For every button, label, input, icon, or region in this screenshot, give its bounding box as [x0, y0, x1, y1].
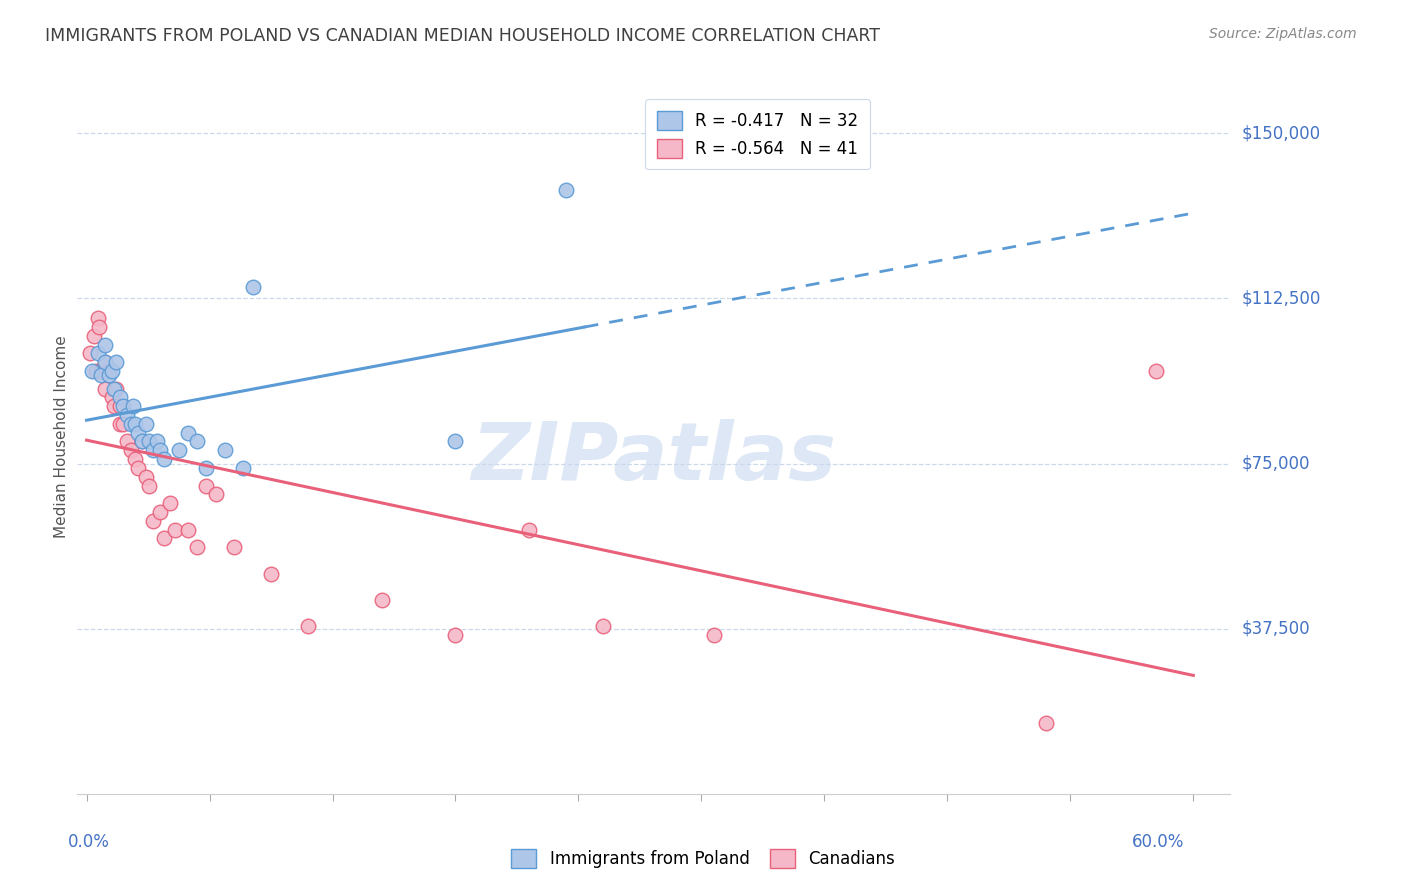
Point [165, 523, 187, 537]
Point [108, 399, 131, 413]
Point [186, 434, 208, 449]
Text: $75,000: $75,000 [1241, 455, 1310, 473]
Point [224, 540, 246, 554]
Point [153, 532, 176, 546]
Point [138, 478, 160, 492]
Point [135, 417, 157, 431]
Text: $37,500: $37,500 [1241, 620, 1310, 638]
Point [592, 619, 614, 633]
Point [232, 461, 254, 475]
Text: IMMIGRANTS FROM POLAND VS CANADIAN MEDIAN HOUSEHOLD INCOME CORRELATION CHART: IMMIGRANTS FROM POLAND VS CANADIAN MEDIA… [45, 27, 880, 45]
Point [444, 628, 467, 642]
Point [124, 452, 146, 467]
Text: ZIPatlas: ZIPatlas [471, 419, 837, 498]
Text: 0.0%: 0.0% [67, 833, 110, 851]
Point [103, 382, 125, 396]
Point [177, 523, 200, 537]
Point [94, 355, 117, 369]
Point [444, 434, 467, 449]
Point [103, 399, 125, 413]
Text: $112,500: $112,500 [1241, 289, 1320, 308]
Point [89, 320, 111, 334]
Point [90, 364, 112, 378]
Point [370, 593, 392, 607]
Point [517, 523, 540, 537]
Point [142, 514, 165, 528]
Point [260, 566, 283, 581]
Point [149, 443, 172, 458]
Point [108, 391, 131, 405]
Point [86, 346, 108, 360]
Point [121, 399, 143, 413]
Point [101, 391, 124, 405]
Point [1035, 716, 1057, 731]
Point [142, 443, 165, 458]
Point [159, 496, 181, 510]
Point [97, 364, 120, 378]
Point [555, 183, 578, 197]
Point [177, 425, 200, 440]
Text: $150,000: $150,000 [1241, 124, 1320, 142]
Point [80, 364, 103, 378]
Point [131, 434, 153, 449]
Point [94, 337, 117, 351]
Point [105, 382, 128, 396]
Point [135, 469, 157, 483]
Point [90, 368, 112, 383]
Point [195, 478, 218, 492]
Point [84, 364, 107, 378]
Point [167, 443, 190, 458]
Point [127, 425, 149, 440]
Point [86, 311, 108, 326]
Point [124, 417, 146, 431]
Point [97, 368, 120, 383]
Point [94, 355, 117, 369]
Point [105, 355, 128, 369]
Point [149, 505, 172, 519]
Point [138, 434, 160, 449]
Point [79, 346, 101, 360]
Legend: Immigrants from Poland, Canadians: Immigrants from Poland, Canadians [505, 842, 901, 875]
Text: 60.0%: 60.0% [1132, 833, 1184, 851]
Point [297, 619, 319, 633]
Point [195, 461, 218, 475]
Point [127, 461, 149, 475]
Point [94, 382, 117, 396]
Point [101, 364, 124, 378]
Point [145, 434, 167, 449]
Point [186, 540, 208, 554]
Point [703, 628, 725, 642]
Point [115, 408, 138, 422]
Legend: R = -0.417   N = 32, R = -0.564   N = 41: R = -0.417 N = 32, R = -0.564 N = 41 [645, 99, 870, 169]
Point [242, 280, 264, 294]
Point [153, 452, 176, 467]
Point [112, 399, 135, 413]
Point [120, 417, 142, 431]
Text: Source: ZipAtlas.com: Source: ZipAtlas.com [1209, 27, 1357, 41]
Point [131, 434, 153, 449]
Point [108, 417, 131, 431]
Point [83, 328, 105, 343]
Point [214, 443, 236, 458]
Point [120, 443, 142, 458]
Point [115, 434, 138, 449]
Point [112, 417, 135, 431]
Point [1146, 364, 1168, 378]
Point [204, 487, 226, 501]
Y-axis label: Median Household Income: Median Household Income [53, 335, 69, 539]
